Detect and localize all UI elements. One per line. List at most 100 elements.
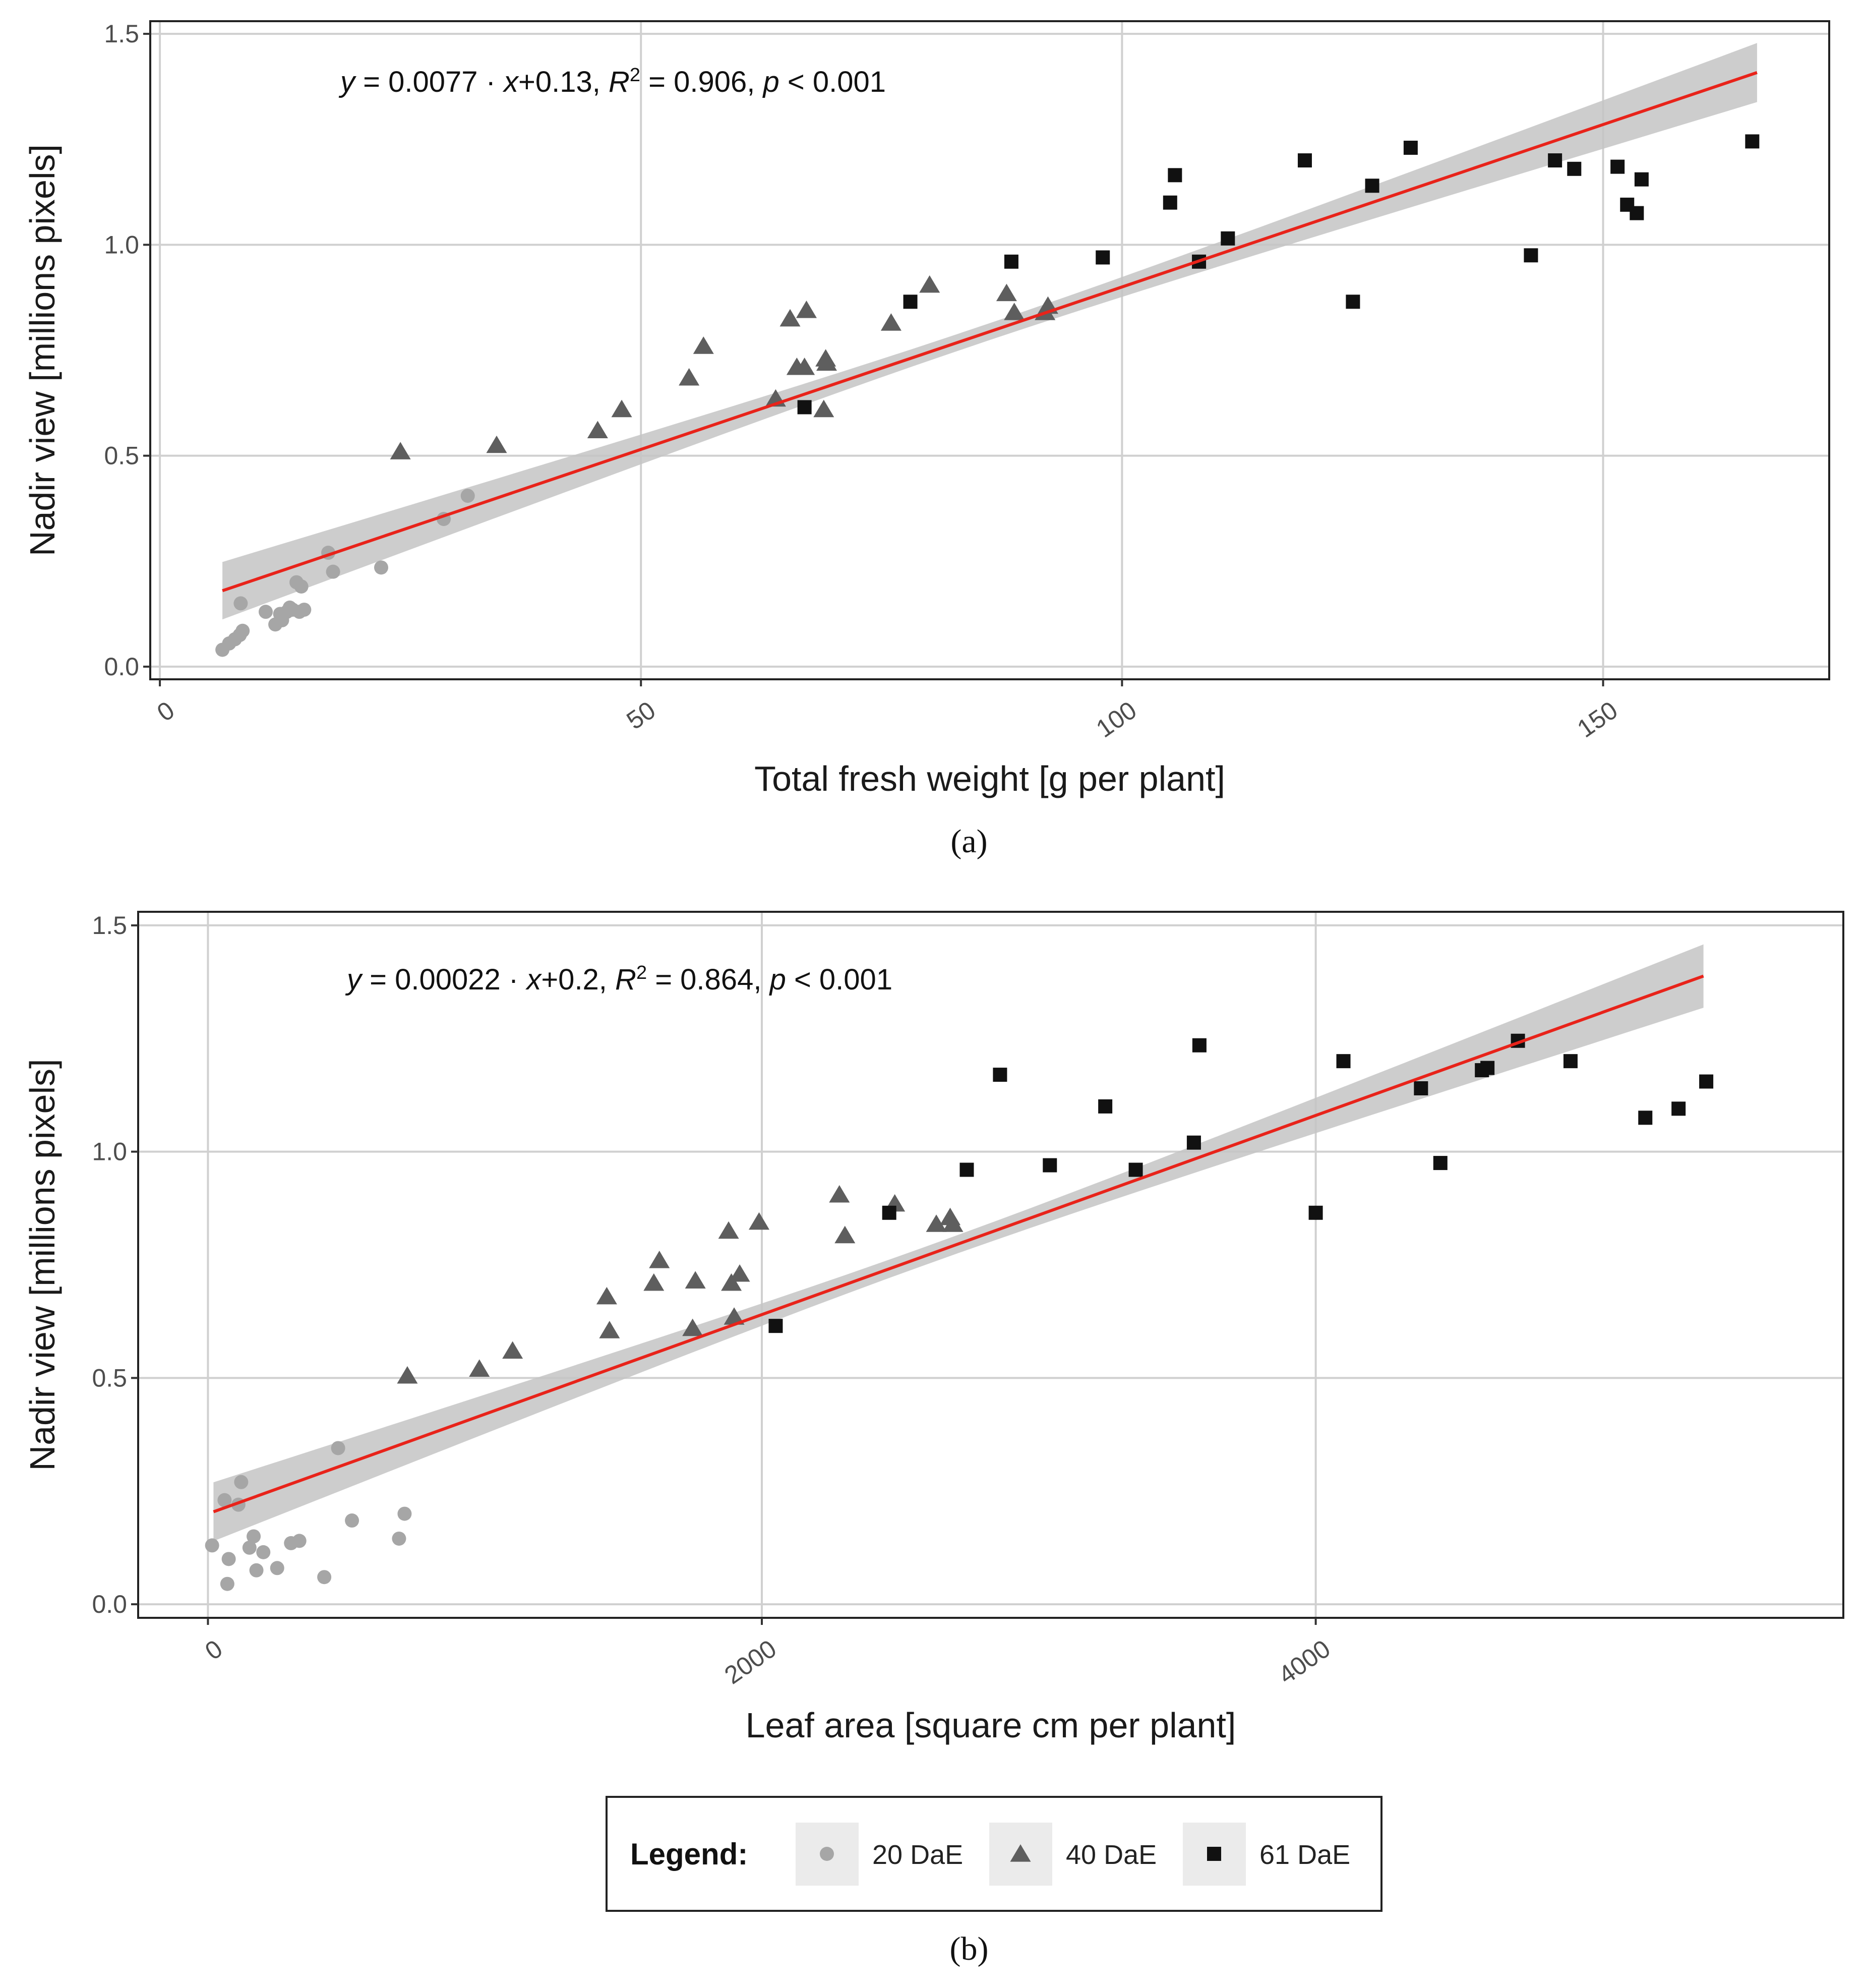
- equation-r: R: [615, 963, 636, 996]
- point-40-dae: [682, 1318, 703, 1336]
- point-61-dae: [768, 1319, 783, 1333]
- regression-line: [213, 974, 1704, 1513]
- y-tick-label: 0.5: [104, 442, 139, 470]
- point-61-dae: [1336, 1054, 1351, 1069]
- point-61-dae: [1699, 1074, 1714, 1089]
- equation-x: x: [502, 66, 519, 98]
- x-tick-label: 4000: [1273, 1634, 1335, 1690]
- data-points: [215, 134, 1760, 657]
- point-40-dae: [796, 301, 817, 318]
- point-20-dae: [205, 1538, 219, 1553]
- equation-r: R: [609, 66, 630, 98]
- y-axis-label: Nadir view [millions pixels]: [23, 1059, 62, 1471]
- point-40-dae: [718, 1221, 739, 1239]
- point-61-dae: [1610, 159, 1625, 174]
- point-40-dae: [649, 1251, 670, 1268]
- point-40-dae: [643, 1273, 665, 1291]
- panel-a: 0.0 0.5 1.0 1.5 0 50 100 150 Total fresh weight …: [23, 20, 1830, 860]
- point-61-dae: [1433, 1156, 1448, 1171]
- legend-label: 61 DaE: [1259, 1840, 1350, 1870]
- point-40-dae: [502, 1341, 523, 1359]
- regression-equation: y = 0.0077 · x+0.13, R2 = 0.906, p < 0.0…: [338, 65, 886, 98]
- point-20-dae: [242, 1540, 257, 1555]
- point-20-dae: [217, 1493, 232, 1507]
- point-20-dae: [345, 1513, 359, 1528]
- point-40-dae: [942, 1214, 964, 1232]
- point-61-dae: [1563, 1054, 1578, 1069]
- point-61-dae: [993, 1068, 1007, 1082]
- point-40-dae: [390, 442, 411, 459]
- point-61-dae: [1004, 254, 1018, 269]
- equation-y: y: [338, 66, 356, 98]
- panel-label: (a): [950, 823, 987, 860]
- y-tick-label: 1.0: [104, 230, 139, 259]
- point-40-dae: [679, 368, 700, 386]
- point-61-dae: [1365, 179, 1379, 193]
- equation-p: p: [769, 963, 786, 996]
- point-20-dae: [256, 1545, 271, 1559]
- point-20-dae: [374, 560, 388, 575]
- point-40-dae: [685, 1271, 706, 1289]
- point-40-dae: [587, 421, 608, 439]
- point-40-dae: [813, 399, 834, 418]
- point-61-dae: [1567, 161, 1582, 176]
- point-61-dae: [797, 400, 812, 415]
- point-61-dae: [1098, 1099, 1113, 1114]
- equation-eq4: < 0.001: [786, 963, 892, 996]
- point-61-dae: [1638, 1110, 1653, 1125]
- point-40-dae: [815, 349, 836, 367]
- point-40-dae: [829, 1185, 850, 1203]
- equation-p: p: [762, 66, 779, 98]
- equation-eq1: = 0.00022 ·: [362, 963, 526, 996]
- point-61-dae: [1403, 140, 1418, 155]
- x-tick-label: 150: [1572, 696, 1622, 743]
- point-20-dae: [233, 596, 248, 611]
- point-40-dae: [729, 1264, 750, 1282]
- point-20-dae: [221, 1552, 236, 1566]
- point-20-dae: [235, 623, 250, 638]
- equation-eq3: = 0.864,: [647, 963, 769, 996]
- point-61-dae: [903, 295, 918, 309]
- equation-eq4: < 0.001: [779, 66, 886, 98]
- equation-eq2: +0.13,: [518, 66, 609, 98]
- regression-line: [222, 71, 1758, 593]
- point-40-dae: [880, 313, 901, 331]
- legend-key-square: [1207, 1847, 1221, 1861]
- legend-key-triangle: [1010, 1844, 1031, 1862]
- point-20-dae: [460, 489, 475, 503]
- y-tick-label: 1.0: [92, 1138, 127, 1166]
- point-40-dae: [693, 336, 714, 354]
- point-40-dae: [794, 357, 815, 375]
- point-61-dae: [1297, 153, 1312, 168]
- point-40-dae: [469, 1359, 490, 1377]
- panel-border: [149, 20, 1830, 680]
- legend-label: 40 DaE: [1066, 1840, 1157, 1870]
- equation-eq3: = 0.906,: [640, 66, 763, 98]
- point-20-dae: [270, 1561, 284, 1575]
- panel-border: [137, 911, 1844, 1619]
- y-tick-label: 1.5: [104, 20, 139, 48]
- x-tick-label: 50: [622, 696, 661, 735]
- point-61-dae: [1096, 250, 1110, 265]
- point-61-dae: [1163, 195, 1177, 210]
- panel-label: (b): [950, 1931, 989, 1967]
- point-40-dae: [748, 1212, 770, 1230]
- point-40-dae: [996, 283, 1017, 302]
- equation-x: x: [525, 963, 542, 996]
- point-61-dae: [1671, 1101, 1686, 1116]
- point-40-dae: [397, 1366, 418, 1384]
- gridlines: [138, 912, 1843, 1618]
- point-20-dae: [234, 1475, 249, 1489]
- point-61-dae: [1128, 1162, 1143, 1177]
- point-40-dae: [724, 1307, 745, 1325]
- point-40-dae: [486, 435, 507, 453]
- legend-key-circle: [820, 1847, 834, 1861]
- equation-eq1: = 0.0077 ·: [355, 66, 504, 98]
- y-tick-label: 0.0: [92, 1590, 127, 1618]
- regression-equation: y = 0.00022 · x+0.2, R2 = 0.864, p < 0.0…: [345, 962, 892, 996]
- point-61-dae: [882, 1205, 896, 1220]
- y-axis-label: Nadir view [millions pixels]: [23, 144, 62, 556]
- point-40-dae: [779, 309, 801, 327]
- point-20-dae: [397, 1506, 412, 1521]
